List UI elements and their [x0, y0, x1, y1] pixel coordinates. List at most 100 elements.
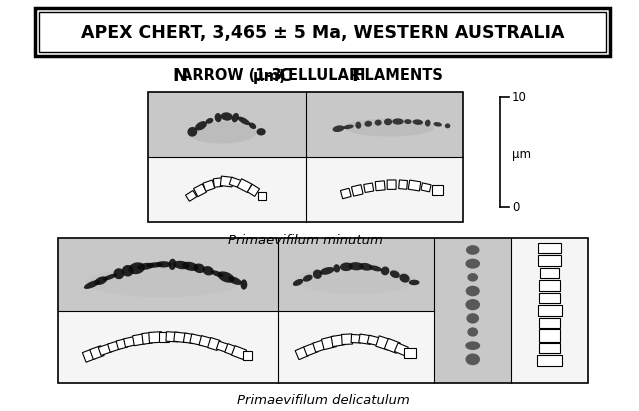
Ellipse shape [466, 313, 479, 323]
Text: Primaevifilum minutum: Primaevifilum minutum [228, 233, 383, 247]
Polygon shape [258, 192, 266, 200]
Polygon shape [225, 344, 236, 356]
Bar [435, 238, 511, 383]
Polygon shape [351, 335, 361, 343]
Ellipse shape [466, 286, 480, 296]
Polygon shape [166, 332, 178, 342]
Ellipse shape [320, 267, 334, 275]
Ellipse shape [249, 122, 256, 129]
Text: C: C [278, 67, 291, 85]
Polygon shape [537, 355, 562, 366]
Text: ELLULAR: ELLULAR [288, 69, 366, 83]
Ellipse shape [334, 264, 340, 272]
Polygon shape [220, 176, 233, 187]
Ellipse shape [173, 261, 189, 269]
Bar [58, 310, 278, 383]
Polygon shape [124, 336, 137, 347]
Ellipse shape [384, 118, 392, 125]
Bar [58, 238, 588, 383]
Ellipse shape [465, 299, 480, 310]
Bar [278, 310, 435, 383]
Ellipse shape [374, 120, 381, 126]
Polygon shape [132, 334, 145, 346]
Polygon shape [312, 339, 327, 352]
Polygon shape [421, 183, 431, 192]
Polygon shape [342, 334, 353, 344]
Ellipse shape [84, 280, 100, 289]
Ellipse shape [187, 122, 257, 143]
Polygon shape [539, 280, 560, 291]
Polygon shape [116, 339, 128, 349]
Polygon shape [203, 180, 215, 191]
Polygon shape [183, 333, 194, 344]
Ellipse shape [465, 259, 480, 269]
Ellipse shape [467, 273, 478, 282]
Ellipse shape [122, 265, 134, 277]
Ellipse shape [340, 263, 353, 271]
Polygon shape [190, 334, 204, 346]
Text: N: N [172, 67, 187, 85]
Polygon shape [237, 179, 252, 192]
Ellipse shape [228, 277, 242, 285]
Polygon shape [231, 346, 247, 360]
Bar [278, 238, 435, 310]
Polygon shape [82, 349, 95, 362]
Ellipse shape [296, 266, 416, 294]
Text: F: F [351, 67, 363, 85]
Ellipse shape [195, 121, 207, 130]
Ellipse shape [369, 266, 382, 271]
Polygon shape [539, 318, 560, 328]
Bar [148, 92, 305, 157]
Polygon shape [408, 180, 421, 191]
Ellipse shape [256, 128, 266, 136]
Bar [37, 10, 612, 58]
Bar [58, 238, 278, 310]
Polygon shape [351, 185, 363, 196]
Polygon shape [539, 293, 560, 303]
Ellipse shape [409, 280, 420, 285]
Polygon shape [394, 343, 408, 356]
Polygon shape [295, 346, 309, 360]
Polygon shape [149, 332, 162, 343]
Polygon shape [341, 188, 351, 199]
Ellipse shape [364, 121, 372, 127]
Ellipse shape [194, 263, 205, 273]
Polygon shape [208, 337, 220, 351]
Ellipse shape [203, 266, 214, 275]
Text: Primaevifilum delicatulum: Primaevifilum delicatulum [236, 393, 410, 406]
Ellipse shape [232, 113, 239, 122]
Ellipse shape [240, 279, 247, 290]
Ellipse shape [146, 262, 163, 268]
Ellipse shape [399, 274, 410, 283]
Polygon shape [537, 305, 562, 316]
Polygon shape [321, 336, 337, 350]
Ellipse shape [381, 266, 389, 275]
Polygon shape [213, 178, 222, 187]
Ellipse shape [355, 122, 361, 129]
Polygon shape [98, 344, 112, 356]
Text: 0: 0 [512, 201, 520, 213]
Polygon shape [331, 335, 345, 346]
Ellipse shape [348, 262, 364, 270]
Ellipse shape [343, 125, 354, 129]
Polygon shape [539, 343, 560, 353]
Ellipse shape [404, 119, 412, 124]
Ellipse shape [413, 119, 423, 125]
Polygon shape [367, 335, 381, 346]
Polygon shape [364, 183, 374, 192]
Polygon shape [185, 191, 197, 201]
Ellipse shape [128, 262, 145, 274]
Ellipse shape [169, 259, 176, 270]
Bar [148, 92, 463, 222]
Ellipse shape [390, 270, 400, 278]
Text: APEX CHERT, 3,465 ± 5 Ma, WESTERN AUSTRALIA: APEX CHERT, 3,465 ± 5 Ma, WESTERN AUSTRA… [81, 24, 564, 42]
Polygon shape [142, 332, 152, 344]
Ellipse shape [103, 274, 117, 280]
Ellipse shape [182, 262, 199, 271]
Polygon shape [199, 336, 212, 348]
Ellipse shape [95, 276, 107, 285]
Polygon shape [538, 243, 561, 253]
Polygon shape [107, 341, 119, 352]
Ellipse shape [467, 327, 478, 337]
Polygon shape [432, 185, 443, 195]
